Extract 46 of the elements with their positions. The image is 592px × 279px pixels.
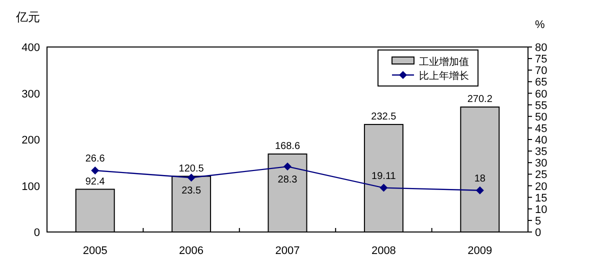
y2-tick-label: 30 xyxy=(535,158,548,170)
data-label: 232.5 xyxy=(371,111,397,122)
x-tick-label: 2008 xyxy=(371,245,396,257)
x-tick-label: 2006 xyxy=(179,245,204,257)
y2-tick-label: 80 xyxy=(535,42,548,54)
data-label: 23.5 xyxy=(182,186,202,197)
point xyxy=(380,184,388,192)
data-label: 19.11 xyxy=(372,170,396,182)
y2-tick-label: 0 xyxy=(535,227,542,239)
point xyxy=(187,174,196,182)
y2-tick-label: 75 xyxy=(535,54,548,66)
data-label: 26.6 xyxy=(85,153,106,164)
y-tick-label: 400 xyxy=(22,42,40,54)
point xyxy=(476,186,484,194)
y2-tick-label: 50 xyxy=(535,111,548,124)
y2-tick-label: 65 xyxy=(535,76,548,89)
data-label: 168.6 xyxy=(274,141,300,152)
data-label: 28.3 xyxy=(278,174,298,186)
data-label: 18 xyxy=(474,173,486,184)
y-axis-title: 亿元 xyxy=(15,10,40,24)
x-tick-label: 2005 xyxy=(82,245,108,257)
y-tick-label: 200 xyxy=(22,134,40,146)
y-tick-label: 0 xyxy=(34,227,40,239)
point xyxy=(91,166,100,174)
y2-tick-label: 10 xyxy=(535,204,548,216)
y2-tick-label: 60 xyxy=(535,88,548,100)
y2-tick-label: 15 xyxy=(535,192,548,204)
legend-label: 比上年增长 xyxy=(419,70,469,82)
y-tick-label: 100 xyxy=(22,180,40,193)
data-label: 270.2 xyxy=(467,94,493,106)
legend-label: 工业增加值 xyxy=(419,56,469,68)
y2-tick-label: 35 xyxy=(535,146,548,158)
y2-tick-label: 5 xyxy=(535,215,542,228)
y2-tick-label: 20 xyxy=(535,180,548,193)
y2-tick-label: 25 xyxy=(535,169,548,182)
point xyxy=(284,162,292,171)
data-label: 120.5 xyxy=(178,163,204,174)
y2-tick-label: 55 xyxy=(535,100,548,112)
y2-tick-label: 40 xyxy=(535,134,548,146)
x-tick-label: 2009 xyxy=(468,245,492,257)
data-label: 92.4 xyxy=(85,176,106,188)
x-tick-label: 2007 xyxy=(275,245,300,257)
y-tick-label: 300 xyxy=(22,88,40,100)
y2-tick-label: 45 xyxy=(535,122,548,135)
y2-axis-title: % xyxy=(535,19,545,31)
y2-tick-label: 70 xyxy=(535,65,548,78)
